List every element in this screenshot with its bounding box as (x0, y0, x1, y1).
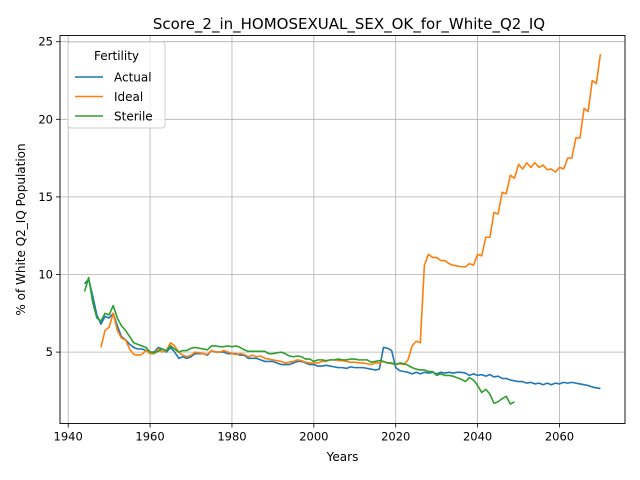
series-layer (83, 54, 602, 405)
y-axis: 5 10 15 20 25 (38, 35, 60, 359)
legend-items: Actual Ideal Sterile (75, 71, 153, 124)
x-axis: 1940 1960 1980 2000 2020 2040 2060 (54, 423, 574, 444)
x-tick-label: 2020 (381, 430, 410, 444)
legend-label-sterile: Sterile (114, 110, 153, 124)
x-tick-label: 2060 (545, 430, 574, 444)
legend-label-ideal: Ideal (114, 90, 143, 104)
x-tick-label: 2000 (299, 430, 328, 444)
series-line-ideal (100, 54, 602, 366)
legend-label-actual: Actual (114, 71, 152, 85)
series-line-sterile (83, 276, 515, 405)
legend: Fertility Actual Ideal Sterile (67, 41, 166, 129)
y-tick-label: 10 (38, 268, 53, 282)
legend-frame (67, 41, 166, 129)
x-tick-label: 1940 (54, 430, 83, 444)
chart-title: Score_2_in_HOMOSEXUAL_SEX_OK_for_White_Q… (153, 15, 545, 34)
y-tick-label: 25 (38, 35, 53, 49)
x-axis-label: Years (326, 450, 359, 464)
x-tick-label: 1980 (217, 430, 246, 444)
x-tick-label: 2040 (463, 430, 492, 444)
plot-frame (59, 35, 626, 424)
y-axis-label: % of White Q2_IQ Population (14, 143, 28, 315)
x-tick-label: 1960 (135, 430, 164, 444)
series-line-actual (83, 278, 601, 390)
y-tick-label: 20 (38, 112, 53, 126)
legend-title: Fertility (94, 49, 139, 63)
y-tick-label: 5 (46, 345, 53, 359)
y-tick-label: 15 (38, 190, 53, 204)
